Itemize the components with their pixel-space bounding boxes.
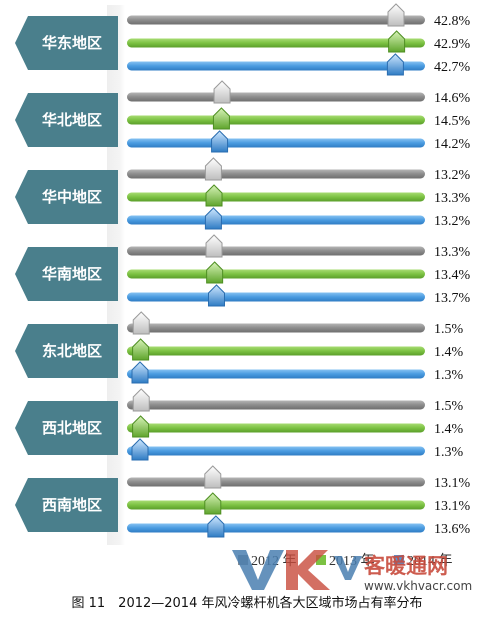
bar-track (127, 215, 425, 225)
region-label: 华东地区 (42, 34, 102, 52)
value-label: 14.5% (434, 114, 471, 129)
bar-track (127, 269, 425, 279)
value-label: 1.5% (434, 322, 464, 337)
bar-track (127, 115, 425, 125)
region-label: 东北地区 (42, 342, 102, 360)
value-label: 13.3% (434, 191, 471, 206)
value-marker (204, 492, 222, 515)
figure-caption: 图 11 2012—2014 年风冷螺杆机各大区域市场占有率分布 (71, 596, 423, 611)
value-marker (386, 53, 404, 76)
legend-entry: 2014 年 (407, 553, 453, 569)
value-label: 1.5% (434, 399, 464, 414)
value-label: 13.3% (434, 245, 471, 260)
value-marker (132, 388, 150, 412)
bar-track (127, 323, 425, 333)
bar-track (127, 292, 425, 302)
region-label: 华中地区 (42, 188, 102, 206)
bar-track (127, 446, 425, 456)
watermark-logo: 客暖通网 www.vkhvacr.com (232, 550, 472, 593)
watermark-k-icon (286, 550, 330, 590)
value-label: 42.7% (434, 60, 471, 75)
region-badge (15, 16, 118, 70)
region-badge (15, 93, 118, 147)
value-label: 13.2% (434, 214, 471, 229)
region-badge (15, 401, 118, 455)
bar-track (127, 500, 425, 510)
value-marker (206, 261, 224, 284)
value-marker (132, 338, 150, 361)
value-label: 13.2% (434, 168, 471, 183)
region-label: 西南地区 (42, 496, 102, 514)
value-label: 14.6% (434, 91, 471, 106)
bar-track (127, 15, 425, 25)
bar-track (127, 477, 425, 487)
value-label: 14.2% (434, 137, 471, 152)
value-label: 1.4% (434, 345, 464, 360)
value-label: 1.3% (434, 368, 464, 383)
value-marker (205, 234, 223, 258)
value-marker (213, 80, 231, 104)
region-label: 华北地区 (42, 111, 102, 129)
value-marker (131, 438, 149, 461)
region-badge (15, 170, 118, 224)
value-marker (387, 3, 405, 27)
region-badge (15, 324, 118, 378)
bar-track (127, 400, 425, 410)
value-label: 42.9% (434, 37, 471, 52)
bar-track (127, 92, 425, 102)
value-marker (131, 361, 149, 384)
value-marker (205, 184, 223, 207)
value-marker (207, 284, 225, 307)
watermark-small-v-icon (334, 556, 362, 580)
value-label: 1.4% (434, 422, 464, 437)
value-marker (388, 30, 406, 53)
value-marker (212, 107, 230, 130)
value-label: 13.1% (434, 476, 471, 491)
legend-swatch (316, 555, 326, 565)
value-marker (132, 311, 150, 335)
value-marker (204, 157, 222, 181)
bar-track (127, 346, 425, 356)
watermark-text: 客暖通网 (364, 554, 448, 578)
bar-track (127, 169, 425, 179)
value-marker (211, 130, 229, 153)
value-label: 13.1% (434, 499, 471, 514)
value-label: 13.4% (434, 268, 471, 283)
region-label: 西北地区 (42, 419, 102, 437)
bar-track (127, 246, 425, 256)
bar-track (127, 192, 425, 202)
bar-track (127, 138, 425, 148)
bar-track (127, 369, 425, 379)
value-marker (204, 465, 222, 489)
bar-track (127, 61, 425, 71)
value-label: 1.3% (434, 445, 464, 460)
legend-swatch (394, 555, 404, 565)
bar-track (127, 523, 425, 533)
bar-track (127, 423, 425, 433)
watermark-v-icon (232, 550, 284, 590)
value-marker (204, 207, 222, 230)
region-badge (15, 247, 118, 301)
bar-track (127, 38, 425, 48)
value-marker (207, 515, 225, 538)
region-label: 华南地区 (42, 265, 102, 283)
value-label: 13.6% (434, 522, 471, 537)
value-label: 42.8% (434, 14, 471, 29)
value-marker (132, 415, 150, 438)
watermark-url: www.vkhvacr.com (364, 579, 472, 593)
region-badge (15, 478, 118, 532)
value-label: 13.7% (434, 291, 471, 306)
